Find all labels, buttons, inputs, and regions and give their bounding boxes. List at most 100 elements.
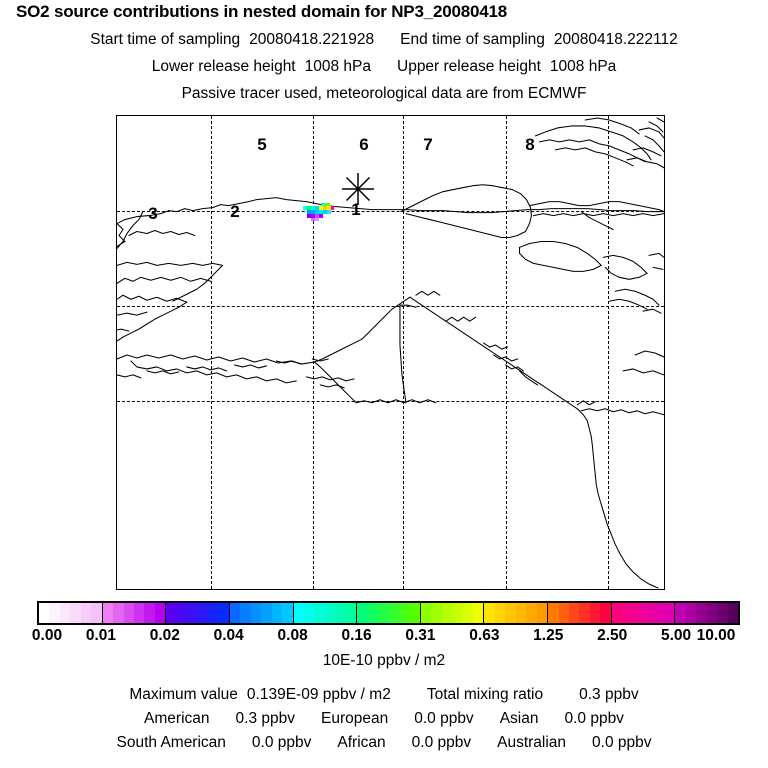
colorbar-subband (176, 603, 188, 623)
map-horizontal-gridline (117, 306, 664, 307)
colorbar-subband (536, 603, 548, 623)
region-value-european: 0.0 ppbv (414, 710, 474, 727)
region-value-african: 0.0 ppbv (411, 734, 472, 751)
colorbar-subband (293, 603, 304, 623)
map-vertical-gridline (403, 116, 404, 589)
colorbar-subband (494, 603, 506, 623)
colorbar-subband (324, 603, 336, 623)
colorbar-subband (123, 603, 134, 623)
plume-cell (311, 210, 315, 214)
colorbar-segment (675, 603, 739, 623)
release-height-row: Lower release height 1008 hPa Upper releas… (0, 58, 768, 76)
colorbar-subband (102, 603, 114, 623)
release-site-asterisk-icon (341, 172, 375, 206)
colorbar-segment (484, 603, 549, 623)
map-grid-label-1: 1 (351, 200, 361, 219)
colorbar-segment (357, 603, 421, 623)
colorbar-subband (367, 603, 379, 623)
colorbar-subband (473, 603, 484, 623)
colorbar-subband (39, 603, 50, 623)
colorbar-tick-label: 0.02 (149, 627, 180, 644)
map-grid-label-6: 6 (359, 135, 369, 154)
colorbar-subband (663, 603, 675, 623)
plume-cell (319, 210, 323, 214)
region-label-south-american: South American (116, 734, 226, 751)
plume-cell (327, 210, 331, 214)
region-value-american: 0.3 ppbv (235, 710, 295, 727)
colorbar-tick-label: 0.01 (85, 627, 116, 644)
colorbar-subband (154, 603, 166, 623)
colorbar-subband (409, 603, 420, 623)
colorbar-segment (102, 603, 167, 623)
region-label-australian: Australian (497, 734, 567, 751)
colorbar-subband (653, 603, 664, 623)
colorbar-tick-label: 0.04 (213, 627, 244, 644)
colorbar-segment (229, 603, 294, 623)
colorbar-segment (166, 603, 230, 623)
colorbar-subband (388, 603, 399, 623)
colorbar-subband (548, 603, 559, 623)
colorbar-unit-label: 10E-10 ppbv / m2 (322, 652, 446, 669)
end-time-value: 20080418.222112 (553, 31, 678, 48)
colorbar-subband (229, 603, 241, 623)
map-vertical-gridline (608, 116, 609, 589)
map-grid-label-2: 2 (230, 202, 240, 221)
colorbar-subband (113, 603, 124, 623)
colorbar-subband (187, 603, 198, 623)
colorbar-subband (250, 603, 262, 623)
region-label-african: African (337, 734, 386, 751)
colorbar-segment (293, 603, 358, 623)
colorbar-subband (282, 603, 293, 623)
lower-height-label: Lower release height (151, 58, 296, 75)
plume-cell (315, 218, 319, 221)
start-time-value: 20080418.221928 (249, 31, 375, 48)
plume-cell (325, 203, 330, 206)
colorbar-subband (558, 603, 569, 623)
colorbar-subband (452, 603, 463, 623)
colorbar-subband (80, 603, 92, 623)
region-label-american: American (144, 710, 210, 727)
colorbar-subband (304, 603, 315, 623)
colorbar-subband (431, 603, 442, 623)
colorbar-tick-label: 0.63 (469, 627, 500, 644)
colorbar-subband (589, 603, 601, 623)
colorbar-subband (345, 603, 357, 623)
colorbar-subband (727, 603, 739, 623)
colorbar-subband (197, 603, 209, 623)
colorbar-tick-label: 0.00 (31, 627, 63, 644)
plume-cell (331, 206, 334, 210)
colorbar-subband (240, 603, 251, 623)
plume-cell (327, 206, 331, 210)
plume-cell (319, 214, 323, 218)
footer-summary-row: Maximum value 0.139E-09 ppbv / m2 Total mi… (0, 686, 768, 704)
footer-region-row-1: American 0.3 ppbv European 0.0 ppbv Asian 0.0… (0, 710, 768, 728)
plume-cell (315, 214, 319, 218)
colorbar-subband (675, 603, 686, 623)
colorbar-subband (685, 603, 697, 623)
colorbar-gradient (37, 601, 740, 625)
plume-cell (307, 214, 311, 218)
colorbar-subband (271, 603, 283, 623)
map-vertical-gridline (211, 116, 212, 589)
plume-cell (311, 218, 315, 221)
colorbar-tick-label: 5.00 (660, 627, 692, 644)
colorbar-subband (462, 603, 474, 623)
colorbar-subband (643, 603, 654, 623)
plume-cell (315, 210, 319, 214)
end-time-label: End time of sampling (400, 31, 545, 48)
start-time-label: Start time of sampling (90, 31, 241, 48)
colorbar-subband (484, 603, 495, 623)
maximum-value: 0.139E-09 ppbv / m2 (246, 686, 391, 703)
plume-cell (311, 214, 315, 218)
colorbar-subband (611, 603, 623, 623)
region-label-european: European (320, 710, 389, 727)
map-plot-area: 5 6 7 8 3 2 1 (116, 115, 665, 590)
upper-height-label: Upper release height (397, 58, 541, 75)
colorbar-subband (166, 603, 177, 623)
plume-cell (323, 206, 327, 210)
tracer-note: Passive tracer used, meteorological data… (181, 85, 587, 102)
region-value-south-american: 0.0 ppbv (251, 734, 312, 751)
colorbar-subband (600, 603, 611, 623)
colorbar-segment (611, 603, 676, 623)
upper-height-value: 1008 hPa (549, 58, 617, 75)
